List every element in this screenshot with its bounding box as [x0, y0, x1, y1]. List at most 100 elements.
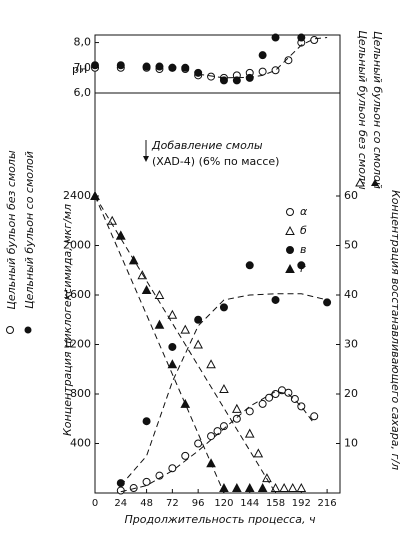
data-point [284, 388, 293, 397]
data-point [245, 407, 254, 416]
data-point [244, 482, 255, 493]
data-point [194, 315, 203, 324]
legend-marker [285, 263, 295, 273]
data-point [219, 482, 229, 493]
y-tick-label: 1600 [63, 288, 91, 301]
data-point [271, 390, 280, 398]
data-point [296, 482, 307, 493]
y-tick-label: 6,0 [74, 86, 92, 99]
data-point [258, 67, 267, 76]
legend-label: б [300, 224, 307, 237]
data-point [244, 428, 255, 438]
legend-marker [24, 326, 32, 334]
data-point [310, 36, 319, 45]
data-point [310, 412, 319, 421]
data-point [116, 61, 125, 70]
legend-text: Цельный бульон без смолы [356, 30, 369, 190]
data-point [155, 62, 164, 71]
data-point [245, 73, 254, 82]
x-axis-label: Продолжительность процесса, ч [125, 513, 316, 526]
data-point [284, 56, 293, 65]
y-tick-label: 400 [70, 437, 91, 450]
annotation: (XAD-4) (6% по массе) [152, 155, 279, 168]
data-point [142, 62, 151, 71]
x-tick-label: 144 [240, 498, 259, 509]
data-point [107, 215, 118, 225]
data-point [279, 482, 289, 493]
data-point [116, 479, 125, 488]
data-point [219, 76, 228, 85]
legend-marker [286, 208, 294, 216]
legend-label: г [300, 262, 306, 275]
data-point [142, 477, 151, 486]
legend-marker [286, 246, 294, 254]
data-point [168, 342, 177, 351]
legend-text: Цельный бульон со смолой [23, 151, 36, 309]
x-tick-label: 158 [266, 498, 285, 509]
data-point [245, 261, 254, 270]
data-point [207, 432, 216, 441]
data-point [287, 482, 298, 493]
legend-marker [285, 225, 295, 235]
data-point [193, 339, 203, 349]
data-point [115, 230, 126, 240]
annotation: Добавление смолы [151, 139, 263, 152]
legend-label: в [300, 243, 306, 256]
plot-frame [94, 92, 341, 494]
fit-line [120, 293, 328, 486]
data-point [219, 422, 228, 431]
data-point [154, 289, 165, 299]
legend-marker [6, 326, 14, 334]
data-point [219, 383, 229, 394]
data-point [257, 482, 268, 493]
x-tick-label: 24 [114, 498, 127, 509]
data-point [116, 486, 125, 495]
y2-tick-label: 20 [344, 387, 358, 400]
x-tick-label: 192 [292, 498, 311, 509]
data-point [168, 464, 177, 473]
x-tick-label: 120 [214, 498, 233, 509]
data-point [90, 190, 100, 200]
data-point [232, 76, 241, 85]
x-tick-label: 96 [192, 498, 205, 509]
data-point [258, 399, 267, 408]
data-point [180, 324, 191, 334]
fit-line [120, 390, 315, 493]
legend-text: Цельный бульон со смолой [371, 31, 384, 189]
fit-line [198, 37, 328, 79]
data-point [297, 33, 306, 42]
y-tick-label: 800 [70, 387, 91, 400]
data-point [129, 484, 138, 493]
y-tick-label: 2400 [63, 189, 91, 202]
data-point [232, 482, 242, 493]
data-point [290, 394, 299, 403]
y-tick-label: 2000 [63, 239, 91, 252]
fit-line [94, 195, 225, 494]
legend-text: Цельный бульон без смолы [5, 150, 18, 310]
data-point [167, 359, 178, 369]
data-point [271, 33, 280, 42]
data-point [265, 393, 274, 402]
data-point [271, 295, 280, 304]
data-point [207, 72, 216, 81]
y2-tick-label: 30 [344, 338, 358, 351]
y2-tick-label: 60 [344, 189, 358, 202]
data-point [206, 359, 216, 369]
data-point [181, 451, 190, 460]
y-tick-label: 1200 [63, 338, 91, 351]
y-tick-label: 8,0 [74, 36, 92, 49]
data-point [180, 398, 191, 408]
data-point [141, 284, 152, 295]
x-tick-label: 216 [318, 498, 337, 509]
data-point [219, 303, 228, 312]
legend-marker [355, 177, 365, 187]
annotation-arrow [143, 156, 149, 162]
y2-tick-label: 40 [344, 288, 358, 301]
data-point [297, 261, 306, 270]
data-point [323, 298, 332, 307]
data-point [194, 68, 203, 77]
data-point [232, 403, 242, 413]
data-point [168, 63, 177, 72]
y-tick-label: 7,0 [74, 61, 92, 74]
